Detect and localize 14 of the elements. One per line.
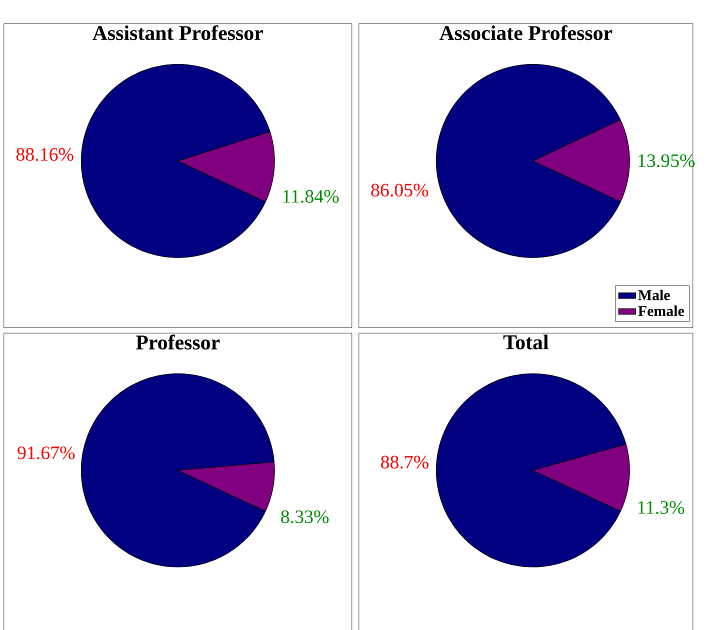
data-label: 8.33% (281, 510, 329, 524)
data-label: 86.05% (371, 184, 428, 197)
data-label: 91.67% (18, 446, 75, 460)
data-label: 11.84% (283, 190, 339, 203)
legend-label: Male (638, 290, 670, 300)
chart-title: Professor (136, 334, 220, 350)
data-label: 88.16% (16, 148, 74, 161)
data-label: 13.95% (638, 154, 695, 168)
chart-title: Associate Professor (439, 25, 612, 40)
data-label: 11.3% (638, 501, 684, 514)
chart-title: Assistant Professor (92, 25, 263, 40)
legend-label: Female (638, 306, 684, 316)
data-label: 88.7% (381, 456, 429, 469)
chart-title: Total (503, 334, 548, 350)
